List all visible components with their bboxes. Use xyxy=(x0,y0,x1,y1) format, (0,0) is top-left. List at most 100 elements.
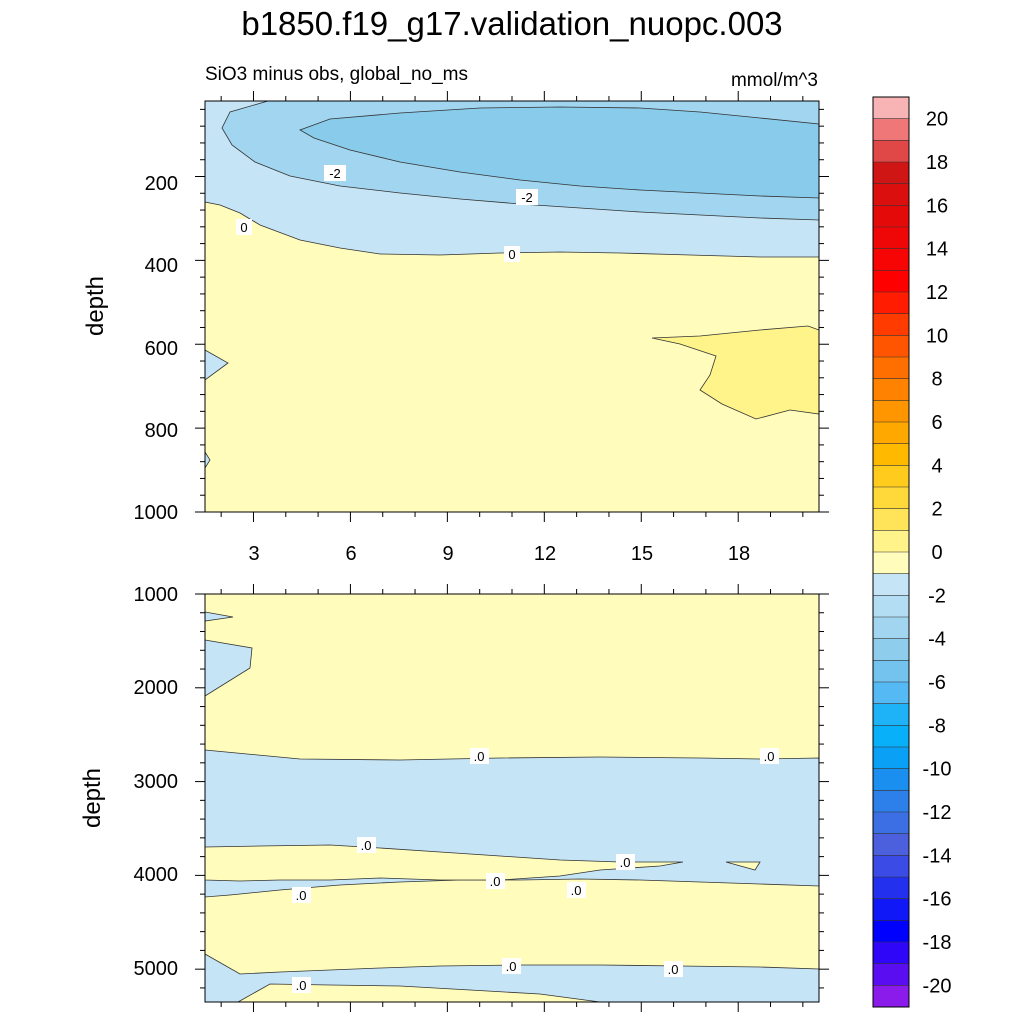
colorbar-label: 14 xyxy=(926,239,948,261)
colorbar-swatch xyxy=(873,205,909,228)
colorbar-swatch xyxy=(873,877,909,900)
x-tick-label: 9 xyxy=(442,543,453,565)
contour-label: .0 xyxy=(490,874,501,889)
colorbar-swatch xyxy=(873,422,909,445)
colorbar-label: 6 xyxy=(931,412,942,434)
colorbar-swatch xyxy=(873,573,909,596)
top-subtitle-right: mmol/m^3 xyxy=(731,70,818,91)
y-tick-label: 2000 xyxy=(134,677,179,699)
colorbar-label: -10 xyxy=(923,759,952,781)
contour-label: 0 xyxy=(240,220,247,235)
colorbar-label: 16 xyxy=(926,195,948,217)
contour-label: -2 xyxy=(329,166,341,181)
colorbar-swatch xyxy=(873,357,909,380)
colorbar-swatch xyxy=(873,855,909,878)
top-x-tick-labels: 3 6 9 12 15 18 xyxy=(248,543,750,565)
x-tick-label: 18 xyxy=(728,543,750,565)
colorbar-label: -8 xyxy=(928,715,946,737)
colorbar-label: 10 xyxy=(926,325,948,347)
colorbar-swatch xyxy=(873,898,909,921)
colorbar-swatch xyxy=(873,97,909,120)
top-subtitle-left: SiO3 minus obs, global_no_ms xyxy=(205,64,468,85)
colorbar-swatch xyxy=(873,790,909,813)
top-field-neg-m4-m6 xyxy=(299,106,820,199)
colorbar-swatch xyxy=(873,140,909,163)
colorbar-label: -2 xyxy=(928,585,946,607)
contour-label: 0 xyxy=(508,247,515,262)
contour-label: .0 xyxy=(474,749,485,764)
colorbar-swatch xyxy=(873,378,909,401)
colorbar-label: 20 xyxy=(926,109,948,131)
colorbar-swatch xyxy=(873,118,909,141)
colorbar-swatch xyxy=(873,465,909,488)
colorbar: 20181614121086420-2-4-6-8-10-12-14-16-18… xyxy=(872,96,952,1008)
colorbar-swatch xyxy=(873,703,909,726)
x-tick-label: 15 xyxy=(631,543,653,565)
colorbar-label: -18 xyxy=(923,932,952,954)
contour-label: .0 xyxy=(668,962,679,977)
contour-label: .0 xyxy=(764,749,775,764)
y-tick-label: 400 xyxy=(145,255,178,277)
bottom-contour-fills xyxy=(204,594,820,1003)
colorbar-swatch xyxy=(873,768,909,791)
y-tick-label: 4000 xyxy=(134,864,179,886)
top-y-tick-labels: 200 400 600 800 1000 xyxy=(134,173,179,524)
colorbar-label: 12 xyxy=(926,282,948,304)
top-contour-fills xyxy=(204,100,820,512)
bottom-contour-labels: .0 .0 .0 .0 .0 .0 .0 .0 .0 .0 xyxy=(292,748,779,993)
colorbar-label: 8 xyxy=(931,369,942,391)
colorbar-swatch xyxy=(873,487,909,510)
colorbar-label: -12 xyxy=(923,802,952,824)
figure-title: b1850.f19_g17.validation_nuopc.003 xyxy=(241,5,782,42)
contour-label: .0 xyxy=(506,959,517,974)
colorbar-label: -14 xyxy=(923,845,952,867)
colorbar-label: -16 xyxy=(923,889,952,911)
top-contour-labels: -2 -2 0 0 xyxy=(236,165,538,262)
colorbar-swatch xyxy=(873,552,909,575)
colorbar-swatch xyxy=(873,725,909,748)
colorbar-swatch xyxy=(873,335,909,358)
y-tick-label: 200 xyxy=(145,173,178,195)
top-y-axis-label: depth xyxy=(82,276,109,336)
x-tick-label: 6 xyxy=(345,543,356,565)
contour-label: .0 xyxy=(620,855,631,870)
colorbar-swatch xyxy=(873,530,909,553)
colorbar-swatch xyxy=(873,963,909,986)
colorbar-swatch xyxy=(873,595,909,618)
colorbar-label: 0 xyxy=(931,542,942,564)
bottom-y-axis-label: depth xyxy=(79,768,106,828)
colorbar-swatch xyxy=(873,660,909,683)
colorbar-label: 18 xyxy=(926,152,948,174)
colorbar-swatch xyxy=(873,682,909,705)
contour-label: .0 xyxy=(296,978,307,993)
colorbar-label: -6 xyxy=(928,672,946,694)
top-panel: SiO3 minus obs, global_no_ms mmol/m^3 -2… xyxy=(82,64,829,565)
colorbar-label: 4 xyxy=(931,455,942,477)
contour-label: .0 xyxy=(296,888,307,903)
top-field-pos-2-4 xyxy=(651,325,820,420)
bottom-field-pos-island xyxy=(725,861,761,871)
colorbar-swatch xyxy=(873,508,909,531)
contour-label: -2 xyxy=(521,190,533,205)
colorbar-label: -4 xyxy=(928,629,946,651)
colorbar-swatch xyxy=(873,183,909,206)
bottom-y-tick-labels: 1000 2000 3000 4000 5000 xyxy=(134,584,179,980)
y-tick-label: 3000 xyxy=(134,771,179,793)
colorbar-label: 2 xyxy=(931,499,942,521)
colorbar-swatch xyxy=(873,617,909,640)
colorbar-swatch xyxy=(873,400,909,423)
top-tick-marks xyxy=(195,91,829,522)
bottom-field-pos-bottom xyxy=(236,983,601,1003)
colorbar-swatch xyxy=(873,920,909,943)
colorbar-swatch xyxy=(873,942,909,965)
contour-label: .0 xyxy=(571,883,582,898)
colorbar-swatch xyxy=(873,162,909,185)
contour-label: .0 xyxy=(361,838,372,853)
colorbar-swatch xyxy=(873,833,909,856)
colorbar-swatch xyxy=(873,292,909,315)
y-tick-label: 5000 xyxy=(134,958,179,980)
bottom-panel: .0 .0 .0 .0 .0 .0 .0 .0 .0 .0 1000 2000 … xyxy=(79,584,829,1012)
colorbar-label: -20 xyxy=(923,975,952,997)
colorbar-frame xyxy=(872,96,910,1008)
